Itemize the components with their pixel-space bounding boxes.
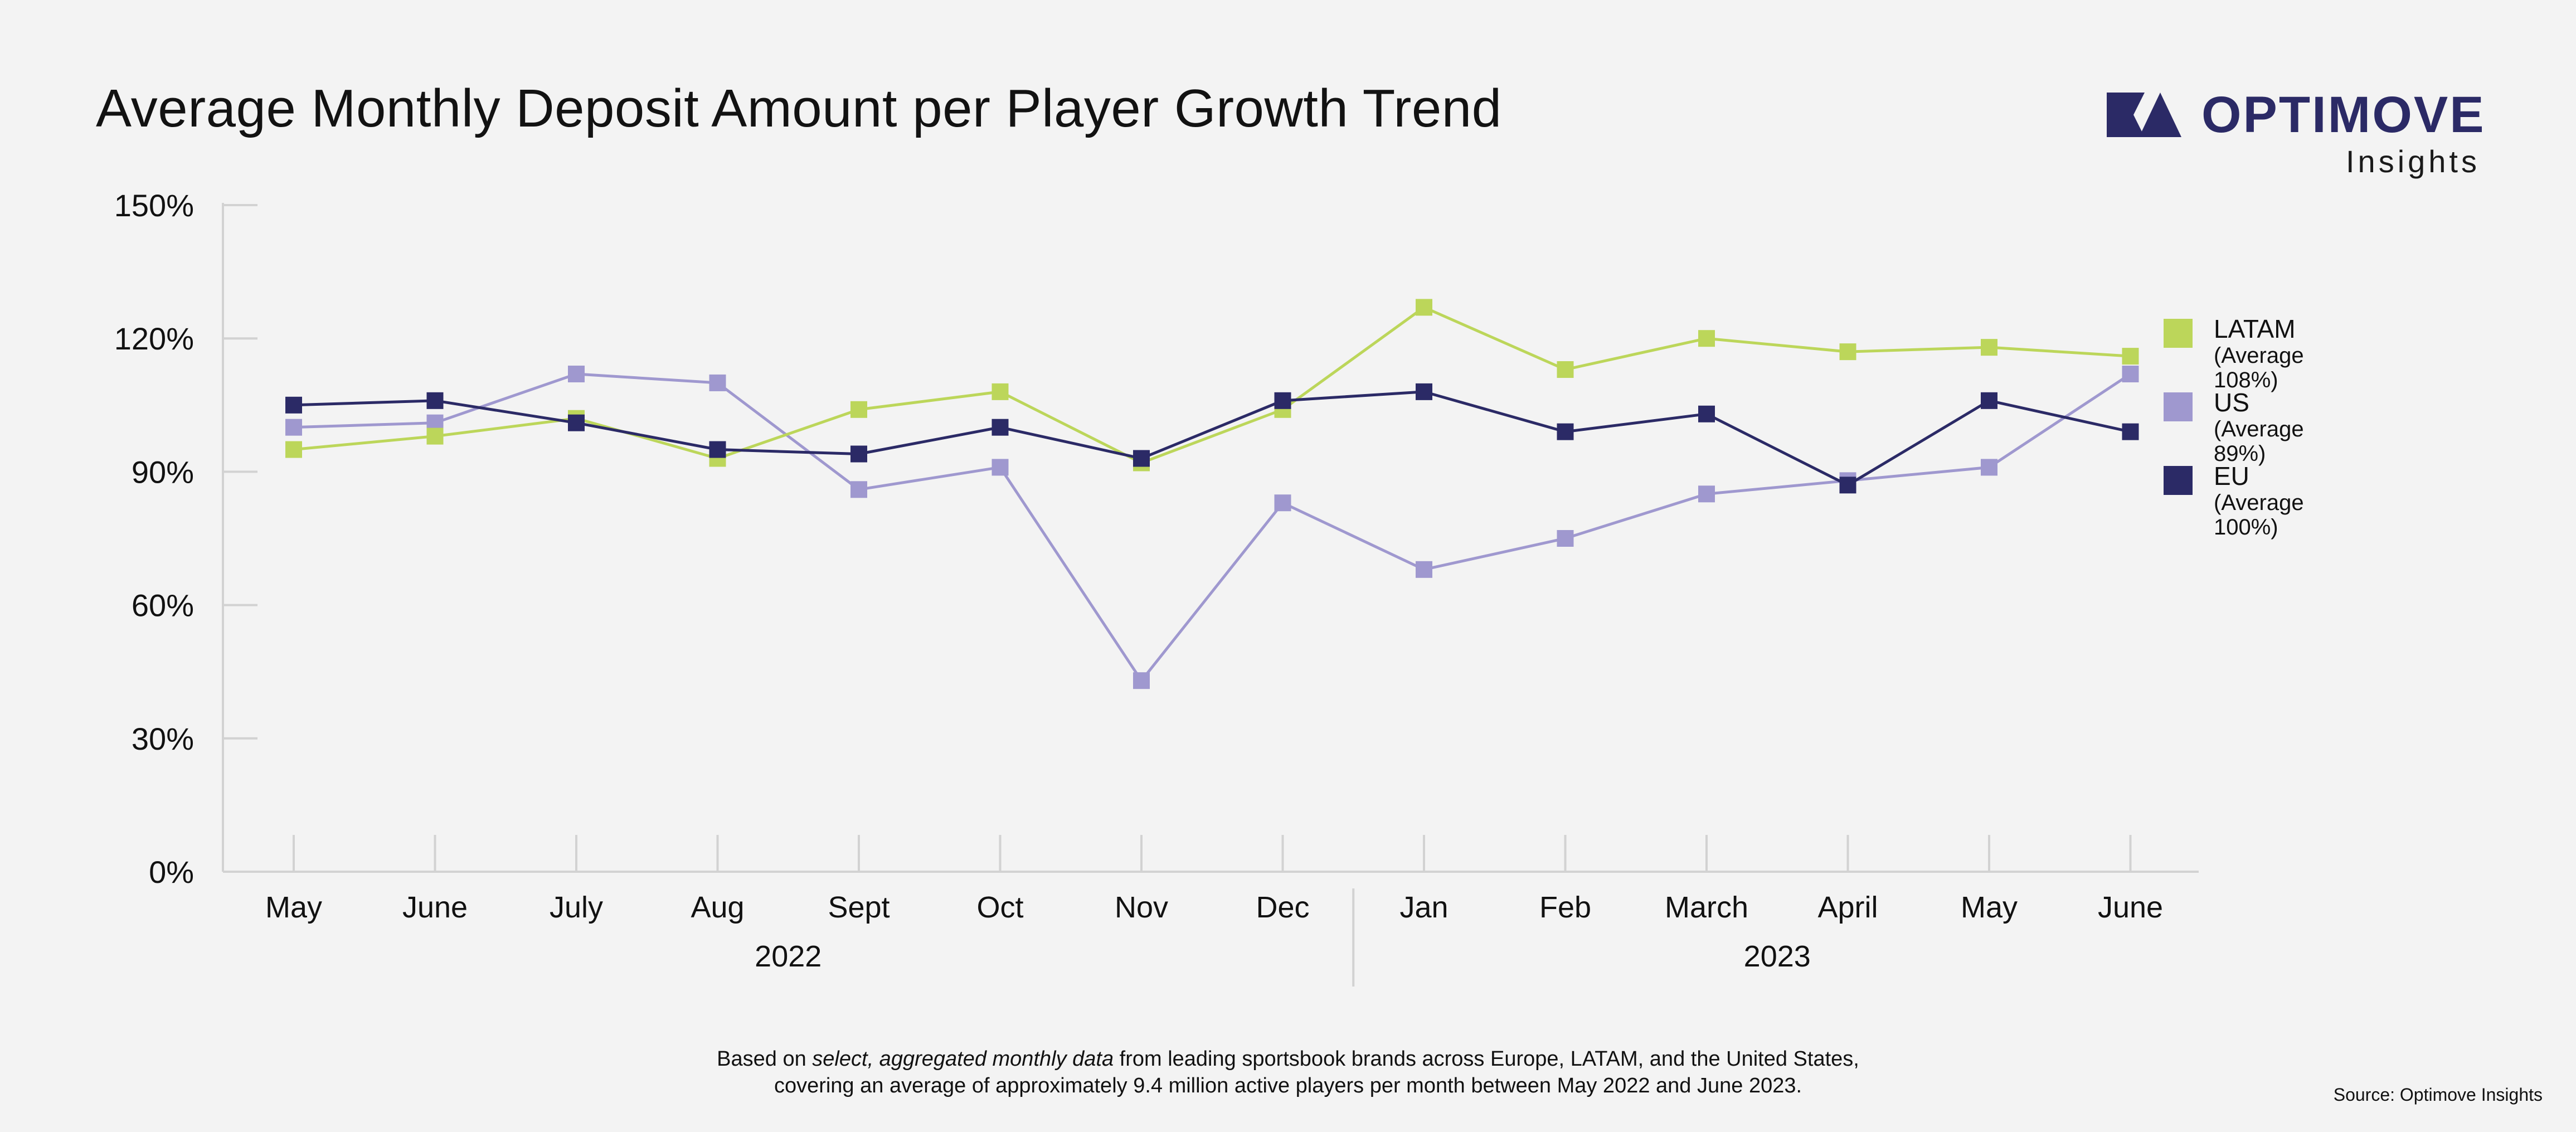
- x-tick-label: Oct: [976, 891, 1023, 924]
- footnote-line-2: covering an average of approximately 9.4…: [774, 1074, 1802, 1097]
- data-point-latam: [2122, 348, 2139, 365]
- legend-average-latam: (Average 108%): [2214, 343, 2304, 392]
- legend-label-eu: EU: [2214, 461, 2249, 490]
- data-point-eu: [1698, 405, 1715, 422]
- source-credit: Source: Optimove Insights: [2333, 1085, 2543, 1105]
- data-point-latam: [1839, 343, 1856, 361]
- legend-label-latam: LATAM: [2214, 314, 2296, 343]
- x-tick-label: Feb: [1539, 891, 1591, 924]
- brand-subtitle: Insights: [2346, 144, 2480, 179]
- data-point-eu: [1981, 392, 1997, 409]
- x-tick-label: Dec: [1256, 891, 1309, 924]
- data-point-latam: [426, 427, 444, 445]
- data-point-us: [1557, 530, 1574, 547]
- brand-logo: OPTIMOVE Insights: [2107, 89, 2486, 184]
- optimove-logo-icon: [2107, 93, 2181, 137]
- x-tick-label: Nov: [1115, 891, 1168, 924]
- legend-label-us: US: [2214, 388, 2249, 417]
- legend-swatch-us: [2164, 392, 2193, 421]
- data-point-us: [991, 459, 1009, 476]
- data-point-eu: [2122, 423, 2139, 440]
- x-tick-label: May: [265, 891, 322, 924]
- y-tick-label: 0%: [149, 854, 194, 890]
- data-point-eu: [1274, 392, 1291, 409]
- data-point-us: [1274, 494, 1291, 512]
- data-point-eu: [426, 392, 444, 409]
- brand-name: OPTIMOVE: [2201, 86, 2486, 143]
- series-group: [285, 299, 2139, 689]
- x-tick-label: March: [1665, 891, 1748, 924]
- series-line-us: [293, 372, 2131, 682]
- footnote-line-1-start: Based on: [717, 1047, 813, 1071]
- y-tick-label: 60%: [132, 588, 194, 623]
- y-tick-label: 150%: [114, 188, 194, 223]
- data-point-latam: [285, 441, 302, 458]
- footnote-line-1: Based on select, aggregated monthly data…: [0, 1046, 2576, 1072]
- data-point-us: [1698, 485, 1715, 503]
- legend-swatch-eu: [2164, 466, 2193, 495]
- legend-average-us: (Average 89%): [2214, 417, 2304, 466]
- data-point-eu: [1839, 477, 1856, 494]
- legend-swatch-latam: [2164, 319, 2193, 348]
- x-tick-label: May: [1961, 891, 2018, 924]
- data-point-latam: [1557, 361, 1574, 378]
- chart-title: Average Monthly Deposit Amount per Playe…: [96, 79, 1502, 138]
- x-tick-label: Jan: [1399, 891, 1448, 924]
- data-point-eu: [991, 419, 1009, 436]
- data-point-eu: [1133, 450, 1150, 467]
- y-tick-label: 30%: [132, 721, 194, 756]
- data-point-latam: [991, 383, 1009, 400]
- data-point-us: [709, 374, 726, 391]
- chart-axes: [222, 203, 2199, 987]
- y-axis-labels: 0% 30% 60% 90% 120% 150%: [114, 188, 194, 890]
- year-label: 2022: [755, 940, 822, 973]
- data-point-us: [1981, 459, 1997, 476]
- data-point-eu: [1557, 423, 1574, 440]
- data-point-latam: [1981, 339, 1997, 356]
- data-point-eu: [1416, 383, 1432, 400]
- x-tick-label: June: [2098, 891, 2163, 924]
- y-tick-label: 120%: [114, 321, 194, 356]
- series-line-eu: [293, 390, 2131, 487]
- data-point-eu: [709, 441, 726, 458]
- series-line-latam: [293, 305, 2131, 464]
- legend-average-eu: (Average 100%): [2214, 490, 2304, 540]
- x-axis-labels: May June July Aug Sept Oct Nov Dec Jan Feb March Ap…: [265, 891, 2163, 973]
- footnote: Based on select, aggregated monthly data…: [0, 1046, 2576, 1099]
- x-tick-label: Aug: [691, 891, 744, 924]
- data-point-us: [1133, 672, 1150, 689]
- y-tick-label: 90%: [132, 454, 194, 489]
- data-point-eu: [568, 414, 585, 431]
- data-point-us: [2122, 365, 2139, 382]
- footnote-line-1-end: from leading sportsbook brands across Eu…: [1114, 1047, 1859, 1071]
- data-point-latam: [1698, 330, 1715, 347]
- data-point-eu: [285, 396, 302, 414]
- x-tick-label: Sept: [828, 891, 890, 924]
- data-point-us: [1416, 561, 1432, 578]
- data-point-us: [285, 419, 302, 436]
- x-tick-label: July: [550, 891, 603, 924]
- year-label: 2023: [1744, 940, 1811, 973]
- data-point-us: [850, 481, 867, 498]
- x-tick-label: April: [1817, 891, 1878, 924]
- data-point-eu: [850, 445, 867, 463]
- footnote-emphasis: select, aggregated monthly data: [812, 1047, 1114, 1071]
- data-point-us: [568, 365, 585, 382]
- data-point-latam: [850, 401, 867, 418]
- data-point-latam: [1416, 299, 1432, 316]
- x-tick-label: June: [402, 891, 468, 924]
